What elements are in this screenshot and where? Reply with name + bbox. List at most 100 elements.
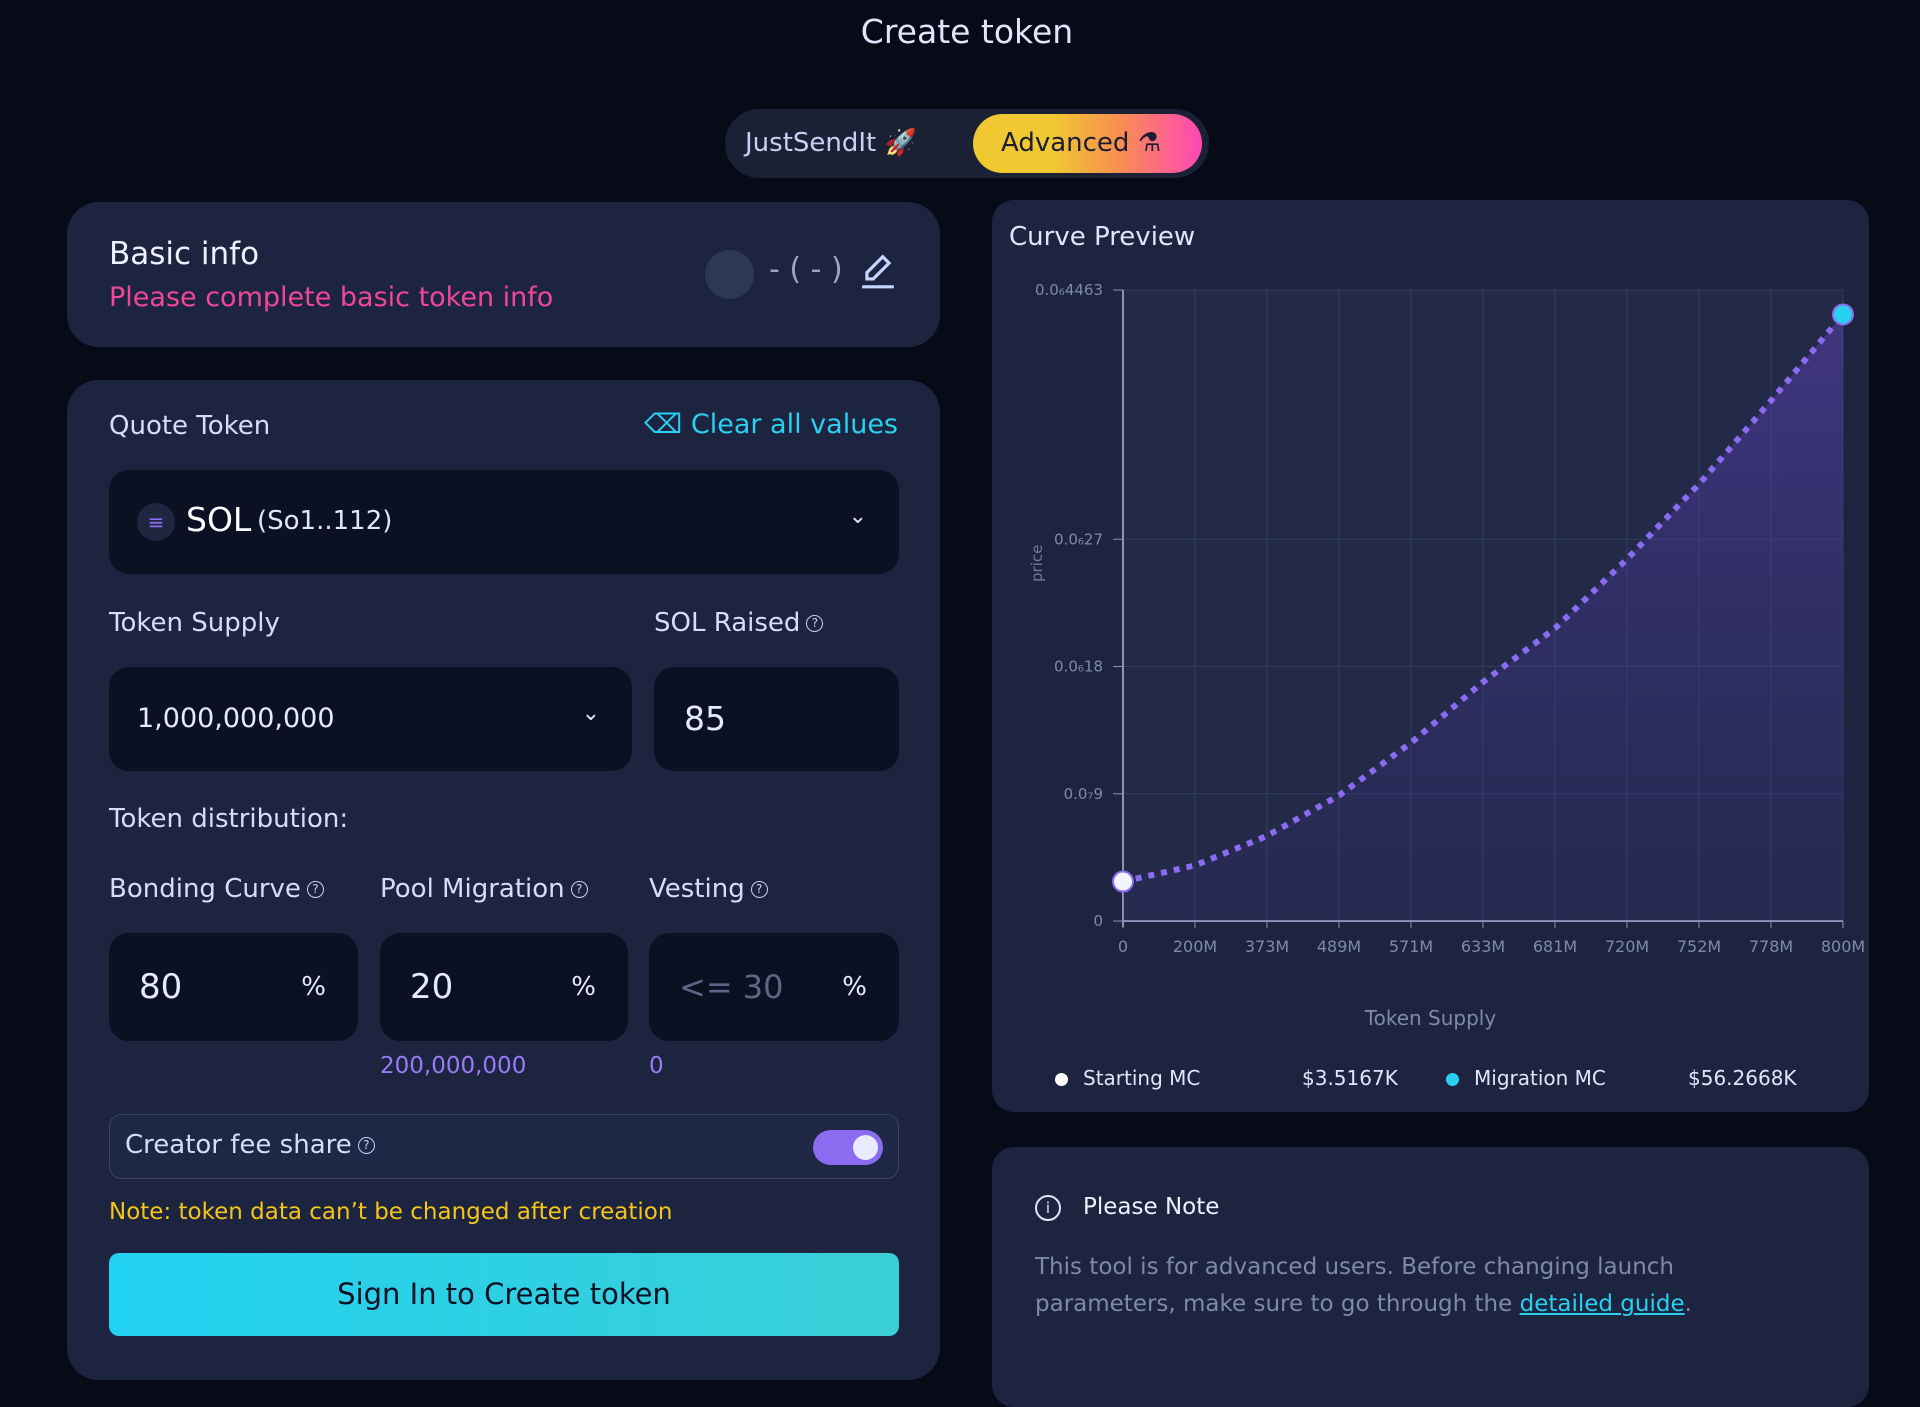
please-note-title: Please Note (1083, 1194, 1220, 1220)
token-supply-label: Token Supply (109, 608, 280, 638)
pool-migration-amount: 200,000,000 (380, 1053, 527, 1079)
note-body: This tool is for advanced users. Before … (1035, 1254, 1674, 1317)
detailed-guide-link[interactable]: detailed guide (1519, 1291, 1685, 1317)
creator-fee-text: Creator fee share (125, 1130, 352, 1160)
legend-dot-start (1055, 1073, 1068, 1086)
flask-icon: ⚗ (1137, 128, 1162, 158)
note-end: . (1684, 1291, 1692, 1317)
sol-raised-value: 85 (684, 699, 726, 738)
bonding-curve-input[interactable]: 80% (109, 933, 358, 1041)
basic-info-title: Basic info (109, 236, 260, 272)
toggle-knob (853, 1135, 878, 1160)
creator-fee-toggle[interactable] (813, 1130, 883, 1165)
legend-migration-mc: Migration MC (1474, 1066, 1606, 1090)
x-tick-label: 752M (1677, 937, 1721, 956)
pool-migration-input[interactable]: 20% (380, 933, 628, 1041)
token-supply-value: 1,000,000,000 (137, 703, 335, 734)
vesting-label: Vesting? (649, 874, 768, 904)
x-tick-label: 571M (1389, 937, 1433, 956)
tab-advanced[interactable]: Advanced ⚗ (973, 114, 1202, 173)
starting-point-marker (1112, 870, 1134, 893)
x-tick-label: 720M (1605, 937, 1649, 956)
sol-raised-text: SOL Raised (654, 608, 801, 638)
legend-starting-mc: Starting MC (1083, 1066, 1201, 1090)
y-tick-label: 0.0₆27 (1054, 530, 1103, 548)
rocket-icon: 🚀 (884, 128, 917, 158)
please-note-card: i Please Note This tool is for advanced … (992, 1147, 1869, 1407)
quote-token-symbol: SOL (186, 500, 252, 539)
curve-chart: 0 200M 373M 489M 571M 633M 681M 720M 752M 778M 800… (1035, 281, 1865, 956)
sol-raised-input[interactable]: 85 (654, 667, 899, 771)
help-icon[interactable]: ? (306, 881, 324, 898)
pool-value: 20 (410, 967, 454, 1007)
x-tick-label: 200M (1173, 937, 1217, 956)
info-icon: i (1035, 1195, 1061, 1221)
bonding-curve-label: Bonding Curve? (109, 874, 324, 904)
curve-preview-card: Curve Preview 0 200M 373M 489M 571M 633M 681M 7… (992, 200, 1869, 1112)
clear-all-button[interactable]: ⌫ Clear all values (644, 409, 898, 440)
tab-justsendit[interactable]: JustSendIt 🚀 (745, 109, 917, 178)
percent-unit: % (571, 972, 596, 1002)
tab-label: Advanced (1001, 128, 1130, 158)
x-tick-label: 778M (1749, 937, 1793, 956)
creation-note: Note: token data can’t be changed after … (109, 1199, 673, 1225)
y-tick-label: 0.0₆18 (1054, 658, 1103, 676)
token-params-card: Quote Token ⌫ Clear all values ≡ SOL (So… (67, 380, 940, 1380)
mode-toggle: JustSendIt 🚀 Advanced ⚗ (725, 109, 1209, 178)
basic-info-card[interactable]: Basic info Please complete basic token i… (67, 202, 940, 347)
vesting-input[interactable]: <= 30% (649, 933, 899, 1041)
percent-unit: % (842, 972, 867, 1002)
migration-point-marker (1832, 303, 1854, 326)
vesting-placeholder: <= 30 (679, 968, 784, 1006)
bonding-text: Bonding Curve (109, 874, 301, 904)
x-tick-label: 800M (1821, 937, 1865, 956)
chevron-down-icon: ⌄ (848, 504, 867, 529)
legend-starting-mc-value: $3.5167K (1302, 1066, 1398, 1090)
chart-title: Curve Preview (1009, 222, 1196, 252)
y-axis-label: price (1028, 544, 1046, 582)
pool-migration-label: Pool Migration? (380, 874, 588, 904)
creator-fee-row: Creator fee share? (109, 1114, 899, 1179)
tab-label: JustSendIt (745, 128, 877, 158)
x-tick-label: 681M (1533, 937, 1577, 956)
legend-migration-mc-value: $56.2668K (1688, 1066, 1797, 1090)
sign-in-create-button[interactable]: Sign In to Create token (109, 1253, 899, 1336)
y-tick-label: 0.0₇9 (1064, 785, 1103, 803)
quote-token-label: Quote Token (109, 411, 271, 441)
creator-fee-label: Creator fee share? (125, 1130, 375, 1160)
token-name-symbol: - ( - ) (769, 252, 843, 287)
help-icon[interactable]: ? (357, 1137, 375, 1154)
bonding-value: 80 (139, 967, 183, 1007)
y-tick-label: 0 (1093, 912, 1103, 930)
curve-line (1122, 312, 1846, 885)
distribution-label: Token distribution: (109, 804, 349, 834)
help-icon[interactable]: ? (806, 615, 824, 632)
chevron-down-icon: ⌄ (581, 701, 600, 726)
please-note-text: This tool is for advanced users. Before … (1035, 1249, 1735, 1323)
edit-pencil-icon[interactable] (859, 252, 897, 290)
vesting-text: Vesting (649, 874, 745, 904)
x-tick-label: 633M (1461, 937, 1505, 956)
vesting-amount: 0 (649, 1053, 664, 1079)
x-tick-label: 489M (1317, 937, 1361, 956)
quote-token-select[interactable]: ≡ SOL (So1..112) ⌄ (109, 470, 899, 574)
page-title: Create token (860, 12, 1074, 51)
quote-token-address: (So1..112) (257, 506, 393, 536)
x-tick-label: 0 (1118, 937, 1128, 956)
token-supply-select[interactable]: 1,000,000,000 ⌄ (109, 667, 632, 771)
help-icon[interactable]: ? (570, 881, 588, 898)
x-tick-label: 373M (1245, 937, 1289, 956)
token-avatar (705, 250, 754, 299)
clear-all-label: Clear all values (690, 409, 898, 440)
eraser-icon: ⌫ (644, 409, 683, 440)
curve-area (1123, 314, 1843, 921)
help-icon[interactable]: ? (750, 881, 768, 898)
sol-raised-label: SOL Raised? (654, 608, 824, 638)
pool-text: Pool Migration (380, 874, 565, 904)
percent-unit: % (301, 972, 326, 1002)
basic-info-warning: Please complete basic token info (109, 282, 554, 313)
x-axis-label: Token Supply (1364, 1006, 1497, 1030)
legend-dot-migration (1446, 1073, 1459, 1086)
solana-icon: ≡ (137, 503, 175, 541)
y-tick-label: 0.0₆4463 (1035, 281, 1103, 299)
